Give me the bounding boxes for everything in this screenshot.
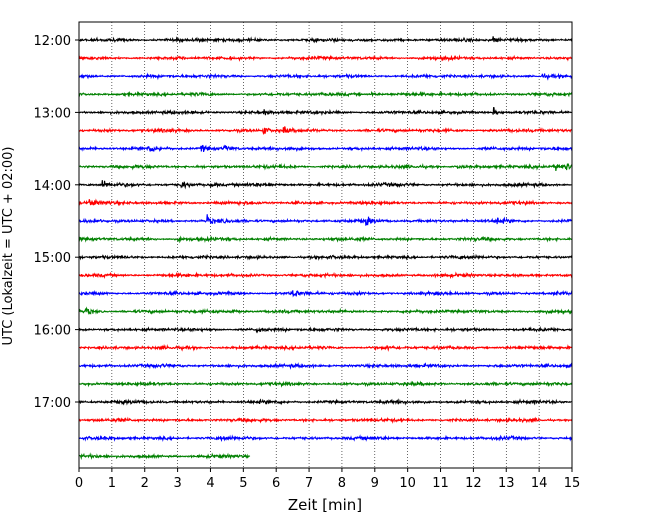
x-tick-label: 14 (531, 476, 548, 491)
y-tick-label: 17:00 (34, 396, 71, 411)
trace-1630 (78, 362, 573, 370)
trace-1600 (78, 325, 573, 334)
grid-lines (111, 22, 540, 468)
x-tick-label: 1 (108, 476, 116, 491)
x-tick-label: 9 (371, 476, 379, 491)
trace-1200 (78, 36, 573, 44)
trace-1500 (78, 253, 573, 261)
trace-1315 (78, 126, 573, 135)
x-tick-label: 6 (272, 476, 280, 491)
trace-1730 (78, 434, 573, 443)
trace-1645 (78, 380, 573, 388)
y-axis-ticks: 12:00 13:00 14:00 15:00 16:00 17:00 (34, 34, 79, 411)
seismic-traces (78, 36, 573, 461)
trace-1615 (78, 343, 573, 352)
x-tick-label: 11 (432, 476, 449, 491)
x-tick-label: 15 (564, 476, 581, 491)
trace-1415 (78, 198, 573, 207)
plot-frame (78, 21, 573, 469)
trace-1715 (78, 416, 573, 424)
trace-1700 (78, 398, 573, 406)
y-tick-label: 13:00 (34, 106, 71, 121)
trace-1545 (78, 306, 573, 316)
trace-1215 (78, 54, 573, 63)
y-tick-label: 14:00 (34, 179, 71, 194)
trace-1300 (78, 106, 573, 117)
trace-1745 (78, 452, 251, 461)
y-tick-label: 16:00 (34, 324, 71, 339)
trace-1330 (78, 144, 573, 153)
x-tick-label: 7 (305, 476, 313, 491)
x-tick-label: 12 (465, 476, 482, 491)
trace-1400 (78, 180, 573, 190)
trace-1245 (78, 90, 573, 98)
y-tick-label: 12:00 (34, 34, 71, 49)
x-tick-label: 3 (173, 476, 181, 491)
x-tick-label: 0 (75, 476, 83, 491)
x-tick-label: 5 (239, 476, 247, 491)
trace-1345 (78, 163, 573, 171)
x-tick-label: 8 (338, 476, 346, 491)
trace-1430 (78, 214, 573, 226)
trace-1515 (78, 271, 573, 280)
y-tick-label: 15:00 (34, 251, 71, 266)
x-tick-label: 13 (498, 476, 515, 491)
trace-1230 (78, 72, 573, 81)
axes-frame (78, 21, 573, 469)
x-axis-label: Zeit [min] (288, 496, 362, 514)
x-axis-ticks: 0 1 2 3 4 5 6 7 8 9 10 11 12 13 14 15 (75, 468, 580, 491)
trace-1530 (78, 289, 573, 298)
trace-1445 (78, 235, 573, 244)
y-axis-label: UTC (Lokalzeit = UTC + 02:00) (1, 147, 16, 346)
x-tick-label: 2 (141, 476, 149, 491)
x-tick-label: 10 (399, 476, 416, 491)
x-tick-label: 4 (206, 476, 214, 491)
